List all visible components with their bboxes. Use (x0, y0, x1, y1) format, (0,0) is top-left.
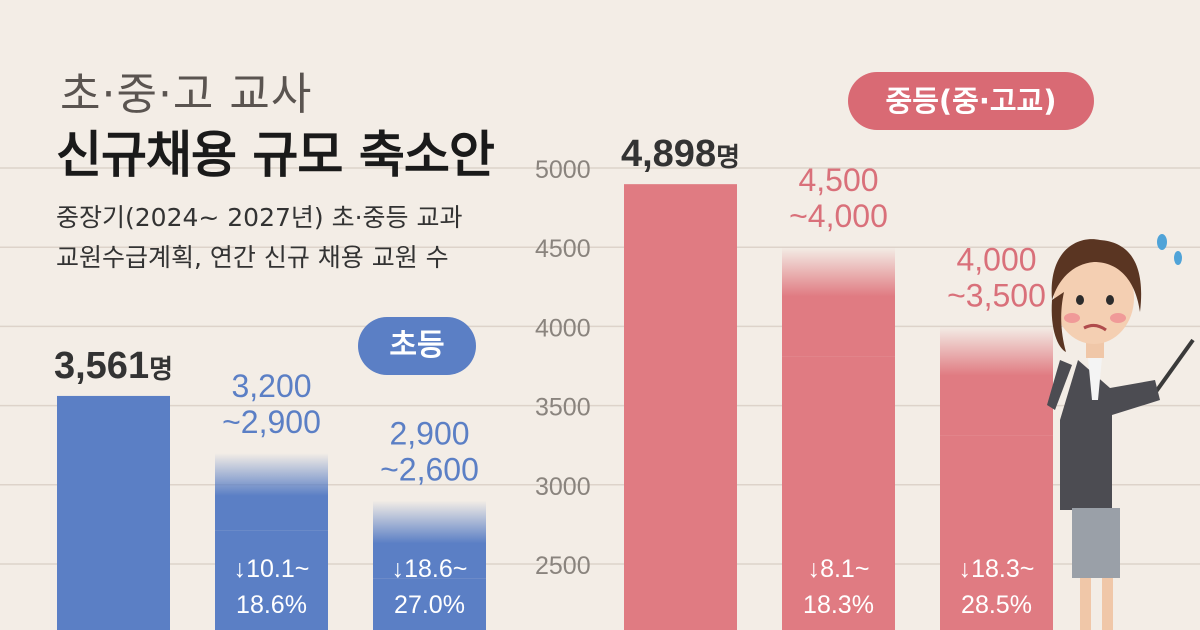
elementary-change-label-bottom: 18.6% (236, 591, 307, 619)
secondary-change-label-bottom: 28.5% (961, 591, 1032, 619)
secondary-bar-range (940, 435, 1053, 630)
elementary-change-label-bottom: 27.0% (394, 591, 465, 619)
elementary-bar-baseline (57, 395, 170, 630)
secondary-range-label-bottom: ~4,000 (789, 198, 888, 234)
title-kicker: 초·중·고 교사 (60, 69, 313, 120)
secondary-value-label: 4,898명 (621, 133, 740, 175)
elementary-bar-range (215, 530, 328, 630)
elementary-bar-range (373, 578, 486, 630)
elementary-range-label-bottom: ~2,900 (222, 404, 321, 440)
teacher-illustration (1047, 234, 1195, 630)
secondary-range-label-bottom: ~3,500 (947, 277, 1046, 313)
y-tick-label: 3500 (535, 394, 591, 422)
elementary-range-label-top: 3,200 (231, 368, 311, 404)
subtitle-line-2: 교원수급계획, 연간 신규 채용 교원 수 (56, 243, 449, 272)
y-tick-label: 2500 (535, 552, 591, 580)
y-tick-label: 3000 (535, 473, 591, 501)
secondary-range-label-top: 4,000 (956, 241, 1036, 277)
secondary-bar-range-fade (940, 326, 1053, 436)
secondary-change-label-top: ↓8.1~ (808, 555, 870, 583)
bars (57, 184, 1053, 630)
elementary-range-label-top: 2,900 (389, 416, 469, 452)
bar-labels: 3,561명 3,200~2,900 ↓10.1~ 18.6% 2,900~2,600 ↓… (54, 133, 1046, 619)
secondary-range-label-top: 4,500 (798, 162, 878, 198)
secondary-change-label-top: ↓18.3~ (959, 555, 1035, 583)
secondary-bar-baseline (624, 184, 737, 630)
subtitle-line-1: 중장기(2024~ 2027년) 초·중등 교과 (56, 203, 463, 232)
elementary-change-label-top: ↓10.1~ (234, 555, 310, 583)
secondary-bar-range (782, 356, 895, 630)
y-tick-label: 5000 (535, 156, 591, 184)
elementary-value-label: 3,561명 (54, 345, 173, 387)
elementary-badge: 초등 (358, 317, 476, 375)
page-title: 신규채용 규모 축소안 (56, 126, 495, 184)
secondary-badge: 중등(중·고교) (848, 72, 1094, 130)
elementary-bar-range-fade (215, 453, 328, 531)
y-tick-label: 4000 (535, 314, 591, 342)
y-tick-label: 4500 (535, 235, 591, 263)
secondary-change-label-bottom: 18.3% (803, 591, 874, 619)
secondary-bar-range-fade (782, 247, 895, 357)
elementary-change-label-top: ↓18.6~ (392, 555, 468, 583)
elementary-bar-range-fade (373, 500, 486, 579)
elementary-range-label-bottom: ~2,600 (380, 452, 479, 488)
